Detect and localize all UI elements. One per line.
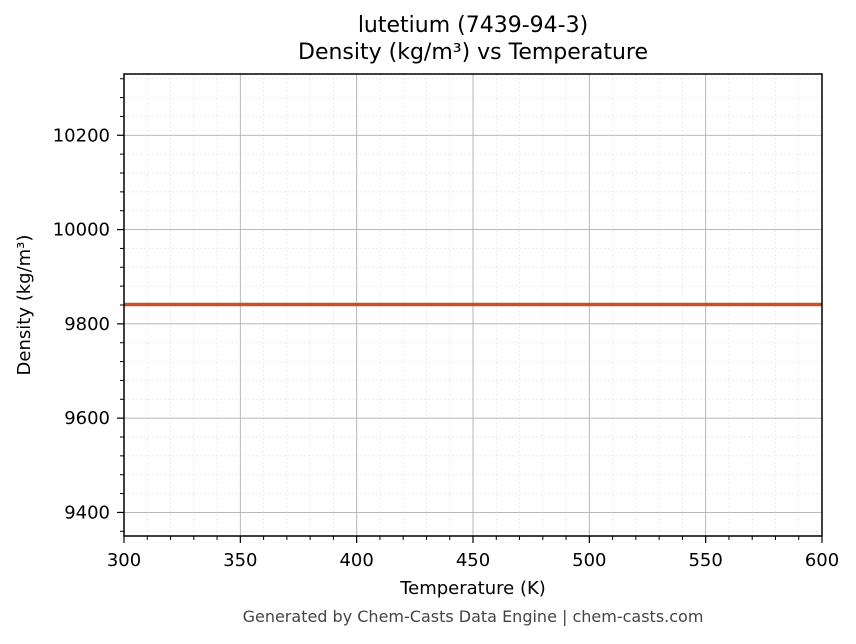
footer-credit: Generated by Chem-Casts Data Engine | ch…	[242, 607, 704, 626]
y-tick-label: 9600	[64, 408, 110, 429]
chart-subtitle: Density (kg/m³) vs Temperature	[298, 40, 648, 65]
x-tick-label: 300	[107, 550, 141, 571]
axis-ticks	[117, 78, 823, 543]
y-tick-label: 9800	[64, 314, 110, 335]
x-tick-label: 450	[456, 550, 490, 571]
x-tick-label: 600	[805, 550, 839, 571]
y-tick-label: 10000	[53, 220, 110, 241]
y-axis-label: Density (kg/m³)	[14, 235, 35, 376]
x-tick-label: 350	[223, 550, 257, 571]
chart-title: lutetium (7439-94-3)	[357, 13, 589, 38]
y-tick-label: 10200	[53, 125, 110, 146]
tick-labels: 300 350 400 450 500 550 600 9400 9600 9800 10000 10…	[53, 125, 839, 571]
x-axis-label: Temperature (K)	[399, 578, 546, 599]
x-tick-label: 400	[339, 550, 373, 571]
y-tick-label: 9400	[64, 502, 110, 523]
x-tick-label: 500	[572, 550, 606, 571]
x-tick-label: 550	[688, 550, 722, 571]
